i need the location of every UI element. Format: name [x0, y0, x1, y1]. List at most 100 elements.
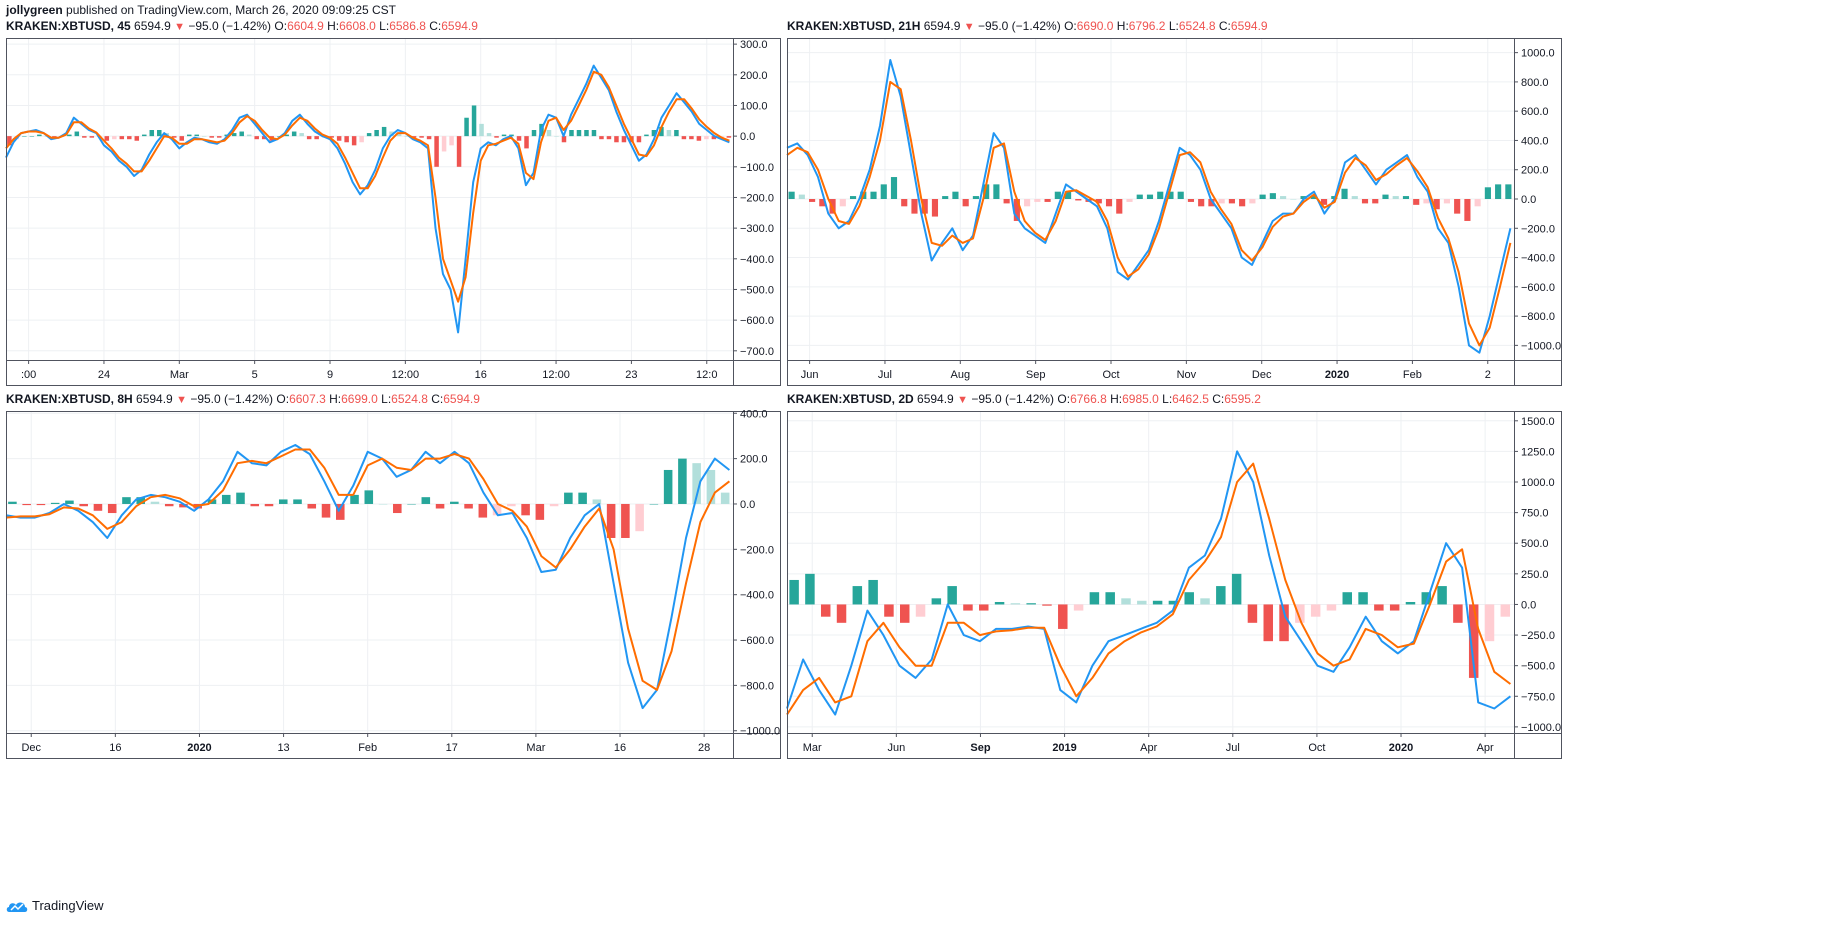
histogram-bar — [1279, 604, 1289, 642]
open-value: 6766.8 — [1070, 392, 1107, 406]
x-tick-label: Feb — [1403, 369, 1422, 381]
histogram-bar — [22, 503, 31, 506]
histogram-bar — [1095, 199, 1102, 204]
histogram-bar — [644, 134, 649, 137]
histogram-bar — [1382, 194, 1389, 199]
histogram-bar — [1013, 199, 1020, 221]
histogram-bar — [142, 134, 147, 137]
chart-panel-45m[interactable]: KRAKEN:XBTUSD, 45 6594.9 ▼ −95.0 (−1.42%… — [5, 19, 781, 386]
histogram-bar — [22, 136, 27, 137]
x-tick-label: 16 — [109, 742, 121, 754]
histogram-bar — [426, 136, 432, 140]
histogram-bar — [1177, 191, 1184, 199]
histogram-bar — [450, 501, 459, 504]
histogram-bar — [1484, 187, 1491, 199]
histogram-bar — [1024, 199, 1031, 207]
histogram-bar — [1413, 199, 1420, 205]
histogram-bar — [378, 503, 388, 505]
histogram-bar — [789, 579, 799, 605]
histogram-bar — [931, 199, 939, 217]
histogram-bar — [1058, 604, 1068, 629]
chart-panel-2d[interactable]: KRAKEN:XBTUSD, 2D 6594.9 ▼ −95.0 (−1.42%… — [786, 392, 1562, 759]
histogram-bar — [651, 130, 657, 137]
histogram-bar — [299, 133, 304, 137]
histogram-bar — [659, 126, 664, 137]
y-tick-label: 100.0 — [740, 100, 768, 112]
author-name[interactable]: jollygreen — [6, 3, 63, 17]
chart-panel-21h[interactable]: KRAKEN:XBTUSD, 21H 6594.9 ▼ −95.0 (−1.42… — [786, 19, 1562, 386]
histogram-bar — [1089, 592, 1100, 605]
histogram-bar — [591, 130, 597, 137]
x-tick-label: Feb — [358, 742, 377, 754]
low-value: 6524.8 — [1178, 19, 1216, 33]
histogram-bar — [336, 503, 345, 520]
histogram-bar — [942, 196, 949, 199]
price-change: −95.0 (−1.42%) — [971, 392, 1055, 406]
macd-chart-svg[interactable]: 1000.0 800.0 600.0 400.0 200.0 0.0 −200.0 −400.… — [786, 38, 1562, 386]
histogram-bar — [239, 131, 244, 137]
histogram-bar — [134, 136, 140, 141]
macd-chart-svg[interactable]: 300.0 200.0 100.0 0.0 −100.0 −200.0 −300.0 −400… — [5, 38, 781, 386]
histogram-bar — [849, 196, 857, 199]
histogram-bar — [201, 136, 207, 137]
histogram-bar — [1484, 604, 1495, 642]
histogram-bar — [884, 604, 894, 617]
histogram-bar — [1208, 199, 1215, 207]
histogram-bar — [1126, 199, 1133, 202]
x-tick-label: 12:0 — [696, 369, 717, 381]
histogram-bar — [1259, 194, 1266, 199]
x-tick-label: Mar — [526, 742, 545, 754]
histogram-bar — [1437, 586, 1447, 605]
histogram-bar — [1421, 592, 1432, 605]
histogram-bar — [419, 136, 424, 138]
histogram-bar — [972, 196, 979, 199]
x-tick-label: Jun — [801, 369, 819, 381]
open-value: 6690.0 — [1076, 19, 1114, 33]
x-tick-label: 17 — [446, 742, 458, 754]
y-tick-label: 0.0 — [1521, 194, 1536, 206]
histogram-bar — [1105, 592, 1115, 605]
histogram-bar — [1247, 604, 1258, 623]
macd-chart-svg[interactable]: 1500.0 1250.0 1000.0 750.0 500.0 250.0 0.0 −250… — [786, 411, 1562, 759]
histogram-bar — [122, 497, 131, 504]
histogram-bar — [994, 601, 1005, 605]
histogram-bar — [931, 598, 942, 605]
histogram-bar — [1263, 604, 1273, 642]
histogram-bar — [464, 503, 473, 509]
histogram-bar — [1495, 184, 1502, 199]
y-tick-label: −600.0 — [740, 315, 774, 327]
x-tick-label: Jul — [1226, 742, 1240, 754]
x-tick-label: Jul — [878, 369, 892, 381]
y-tick-label: −750.0 — [1521, 691, 1555, 703]
histogram-bar — [1231, 573, 1242, 605]
histogram-bar — [350, 494, 359, 504]
histogram-bar — [1280, 196, 1287, 199]
histogram-bar — [82, 136, 87, 138]
y-tick-label: −200.0 — [1521, 223, 1555, 235]
x-tick-label: 9 — [327, 369, 333, 381]
y-tick-label: −200.0 — [740, 544, 774, 556]
histogram-bar — [1249, 199, 1256, 204]
y-tick-label: −500.0 — [740, 284, 774, 296]
histogram-bar — [351, 136, 357, 146]
histogram-bar — [344, 136, 349, 143]
chart-panel-8h[interactable]: KRAKEN:XBTUSD, 8H 6594.9 ▼ −95.0 (−1.42%… — [5, 392, 781, 759]
histogram-bar — [434, 136, 439, 167]
x-tick-label: Nov — [1177, 369, 1197, 381]
histogram-bar — [435, 503, 445, 509]
histogram-bar — [67, 134, 72, 137]
histogram-bar — [471, 105, 477, 137]
histogram-bar — [486, 133, 492, 137]
histogram-bar — [1073, 604, 1084, 611]
histogram-bar — [404, 136, 409, 137]
histogram-bar — [561, 136, 567, 143]
histogram-bar — [1423, 199, 1430, 204]
x-tick-label: 2019 — [1052, 742, 1076, 754]
histogram-bar — [307, 503, 317, 509]
tradingview-logo[interactable]: TradingView — [6, 898, 104, 913]
histogram-bar — [1121, 598, 1131, 605]
histogram-bar — [1300, 196, 1307, 199]
macd-chart-svg[interactable]: 400.0 200.0 0.0 −200.0 −400.0 −600.0 −800.0 −10… — [5, 408, 781, 759]
x-tick-label: Dec — [21, 742, 41, 754]
histogram-bar — [1392, 196, 1399, 199]
